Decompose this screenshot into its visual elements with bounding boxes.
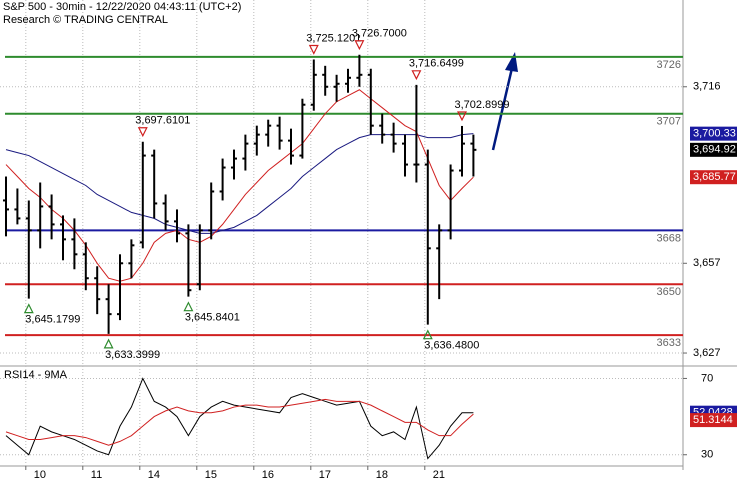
x-tick-label: 21	[433, 469, 445, 480]
y-tick-label: 30	[701, 449, 713, 461]
low-marker	[23, 303, 34, 314]
panel-title: RSI14 - 9MA	[4, 369, 68, 381]
high-marker	[308, 44, 319, 55]
price-label-box	[690, 126, 737, 141]
low-marker	[422, 329, 433, 340]
price-label-box	[690, 142, 737, 157]
annotation-label: 3,702.8999	[454, 99, 509, 111]
high-marker	[411, 70, 422, 81]
chart-subtitle: Research © TRADING CENTRAL	[3, 14, 168, 26]
x-tick-label: 17	[319, 469, 331, 480]
x-tick-label: 14	[148, 469, 160, 480]
x-tick-label: 11	[91, 469, 102, 480]
annotation-label: 3,633.3999	[105, 349, 160, 361]
level-label: 3707	[657, 116, 681, 128]
annotation-label: 3,726.7000	[352, 28, 407, 40]
annotation-label: 3,716.6499	[409, 58, 464, 70]
price-label-box	[690, 170, 737, 185]
high-marker	[354, 40, 365, 51]
annotation-label: 3,636.4800	[424, 340, 479, 352]
y-tick-label: 3,657	[693, 257, 721, 269]
level-label: 3726	[657, 59, 681, 71]
x-tick-label: 10	[34, 469, 46, 480]
forecast-arrow	[491, 67, 514, 151]
y-tick-label: 3,716	[693, 81, 721, 93]
chart-title: S&P 500 - 30min - 12/22/2020 04:43:11 (U…	[3, 1, 241, 13]
annotation-label: 3,697.6101	[135, 115, 190, 127]
low-marker	[183, 301, 194, 312]
value-label-box	[690, 413, 737, 428]
level-label: 3668	[657, 232, 681, 244]
y-tick-label: 3,627	[693, 347, 721, 359]
annotation-label: 3,645.8401	[185, 312, 240, 324]
high-marker	[137, 127, 148, 138]
level-label: 3650	[657, 286, 681, 298]
price-label: 3,685.77	[693, 171, 736, 183]
value-label: 51.3144	[693, 414, 733, 426]
price-label: 3,694.92	[693, 144, 736, 156]
price-label: 3,700.33	[693, 128, 736, 140]
moving-average	[5, 89, 474, 282]
high-marker	[457, 111, 467, 122]
x-tick-label: 16	[262, 469, 274, 480]
level-label: 3633	[657, 337, 681, 349]
moving-average	[5, 133, 474, 234]
y-tick-label: 70	[701, 372, 713, 384]
indicator-line	[5, 398, 474, 446]
annotation-label: 3,725.1201	[306, 32, 361, 44]
annotation-label: 3,645.1799	[25, 314, 80, 326]
low-marker	[103, 338, 114, 349]
x-tick-label: 18	[376, 469, 388, 480]
x-tick-label: 15	[205, 469, 217, 480]
